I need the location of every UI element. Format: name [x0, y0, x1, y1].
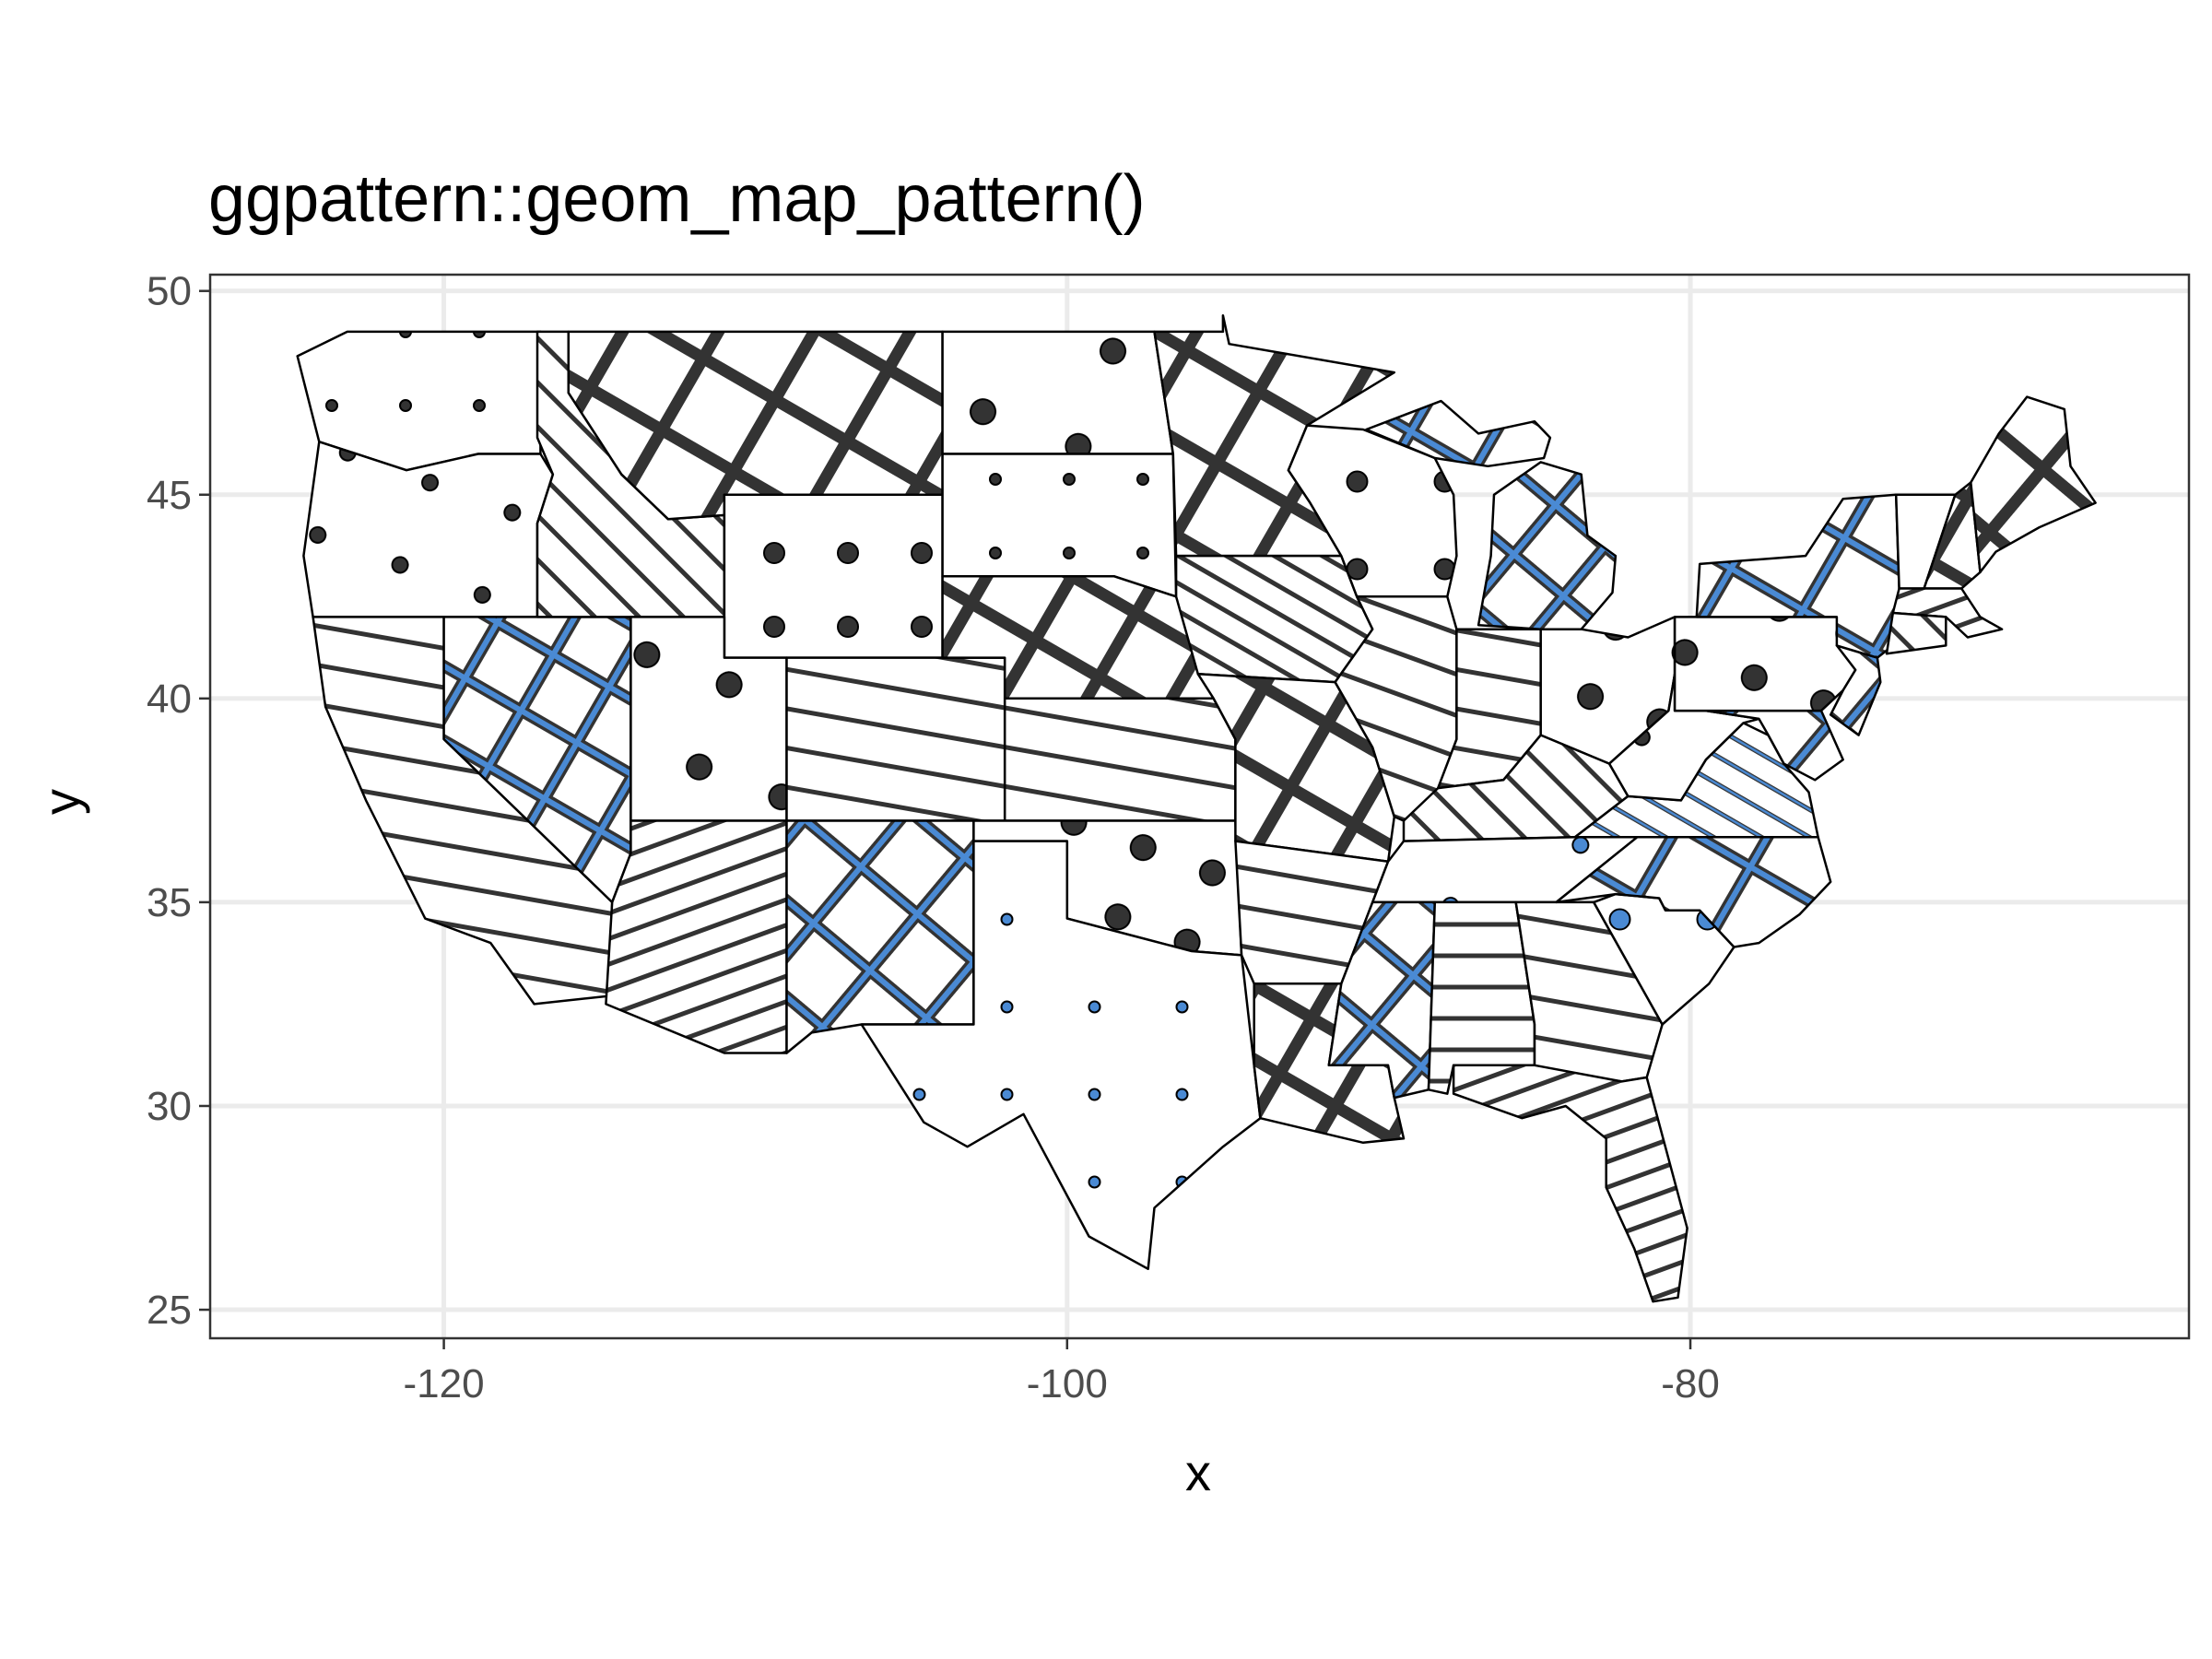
x-axis-title: x	[1185, 1443, 1211, 1501]
plot-panel	[208, 273, 2191, 1340]
state-colorado	[785, 656, 1006, 822]
y-axis: 25 30 35 40 45 50	[147, 269, 210, 1333]
y-tick-label: 30	[147, 1084, 192, 1129]
state-florida	[1452, 1064, 1688, 1303]
y-tick-label: 25	[147, 1288, 192, 1333]
state-new-hampshire	[1923, 481, 1982, 590]
state-maryland	[1704, 709, 1844, 782]
y-tick-label: 35	[147, 880, 192, 925]
state-north-dakota	[941, 330, 1175, 455]
states-layer	[296, 313, 2097, 1303]
state-mississippi	[1327, 900, 1437, 1100]
state-pennsylvania	[1673, 616, 1857, 712]
x-tick-label: -100	[1027, 1361, 1108, 1406]
state-kansas	[1003, 697, 1237, 822]
chart-title: ggpattern::geom_map_pattern()	[208, 162, 1146, 236]
panel-border	[208, 273, 2191, 1340]
x-tick-label: -120	[404, 1361, 485, 1406]
state-iowa	[1174, 554, 1374, 684]
y-tick-label: 45	[147, 473, 192, 518]
state-massachusetts	[1891, 587, 2004, 639]
state-wyoming	[723, 493, 944, 659]
state-michigan-upper	[1365, 399, 1552, 468]
y-tick-label: 50	[147, 269, 192, 314]
state-new-mexico	[785, 819, 975, 1054]
x-tick-label: -80	[1661, 1361, 1720, 1406]
x-axis: -120 -100 -80	[404, 1338, 1720, 1406]
state-connecticut	[1885, 611, 1947, 655]
y-tick-label: 40	[147, 677, 192, 722]
y-axis-title: y	[32, 789, 90, 815]
state-new-jersey	[1829, 644, 1882, 736]
state-oregon	[302, 441, 555, 618]
state-maine	[1970, 395, 2097, 574]
